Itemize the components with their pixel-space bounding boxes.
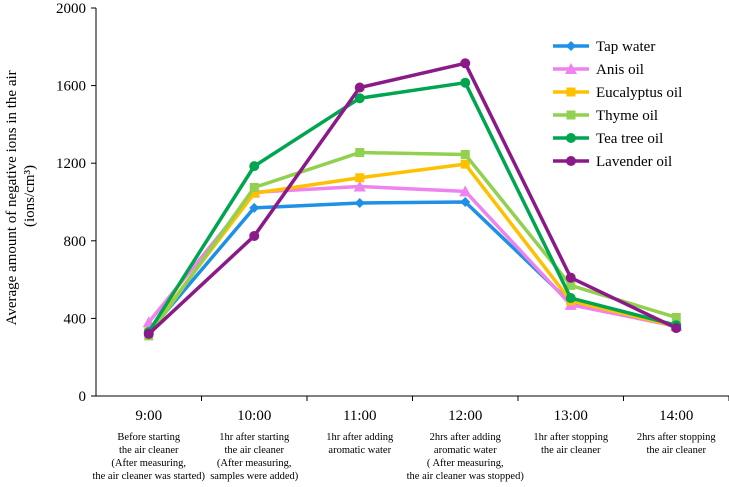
x-category-note-line: aromatic water (328, 445, 391, 456)
y-axis-label-line1: Average amount of negative ions in the a… (4, 70, 20, 325)
data-point (459, 185, 472, 197)
x-tick-label: 13:00 (554, 408, 588, 424)
x-category-note-line: 1hr after adding (326, 432, 394, 443)
y-axis-label: Average amount of negative ions in the a… (4, 67, 38, 326)
legend-swatch-marker (566, 110, 576, 120)
data-point (566, 280, 576, 290)
data-point (355, 148, 365, 158)
data-point (355, 173, 365, 183)
y-tick-label: 0 (79, 389, 87, 405)
data-point (249, 188, 259, 198)
series-group (142, 58, 683, 341)
legend-swatch-marker (566, 156, 576, 166)
x-category-note: 1hr after adding aromatic water (326, 432, 394, 456)
x-category-note: 1hr after stopping the air cleaner (533, 432, 608, 456)
x-category-note-line: 1hr after stopping (533, 432, 608, 443)
x-tick-label: 10:00 (237, 408, 271, 424)
x-tick-label: 14:00 (659, 408, 693, 424)
data-point (460, 149, 470, 159)
legend-entry: Anis oil (553, 62, 644, 78)
x-tick-labels: 9:00 10:00 11:00 12:00 13:00 14:00 (135, 408, 693, 424)
legend-swatch-marker (566, 41, 576, 51)
x-category-note-line: samples were added) (210, 471, 299, 482)
legend-label: Tap water (596, 39, 655, 55)
data-point (460, 77, 471, 88)
data-point (249, 202, 260, 213)
y-tick-label: 1600 (56, 79, 86, 95)
data-point (354, 82, 365, 93)
y-tick-labels: 0 400 800 1200 1600 2000 (56, 1, 86, 405)
data-point (460, 159, 470, 169)
data-point (353, 180, 366, 192)
legend-swatch-marker (566, 87, 576, 97)
series-line (147, 162, 677, 334)
legend-label: Thyme oil (596, 108, 658, 124)
x-category-notes: Before starting the air cleaner (After mea… (92, 432, 716, 482)
x-category-note-line: the air cleaner (225, 445, 285, 456)
x-category-note-line: 2hrs after stopping (637, 432, 716, 443)
y-tick-label: 1200 (56, 156, 86, 172)
x-category-note: 2hrs after stopping the air cleaner (637, 432, 716, 456)
data-point (354, 197, 365, 208)
x-tick-label: 11:00 (343, 408, 377, 424)
legend-entry: Tap water (553, 39, 655, 55)
series-line (147, 61, 678, 336)
legend-label: Tea tree oil (596, 131, 663, 147)
x-category-note: Before starting the air cleaner (After mea… (92, 432, 205, 482)
x-category-note-line: (After measuring, (111, 458, 186, 469)
legend-swatch-marker (566, 133, 576, 143)
x-category-note-line: ( After measuring, (427, 458, 504, 469)
legend: Tap water Anis oil Eucalyptus oil Thyme oil… (553, 39, 682, 170)
data-point (671, 323, 682, 334)
data-point (565, 272, 576, 283)
x-category-note-line: the air cleaner was stopped) (407, 471, 525, 482)
axes (91, 7, 729, 401)
y-tick-label: 400 (64, 311, 87, 327)
data-point (460, 58, 471, 69)
x-category-note-line: Before starting (117, 432, 180, 443)
x-category-note-line: the air cleaner (541, 445, 601, 456)
x-category-note: 2hrs after adding aromatic water ( After m… (407, 432, 525, 482)
data-point (249, 161, 260, 172)
x-category-note-line: the air cleaner was started) (92, 471, 205, 482)
series-lavender-oil (143, 58, 682, 339)
data-point (460, 197, 471, 207)
y-tick-label: 2000 (56, 1, 86, 17)
x-category-note-line: (After measuring, (217, 458, 292, 469)
x-category-note-line: the air cleaner (647, 445, 707, 456)
series-line (147, 200, 677, 334)
y-axis-label-line2: (ions/cm³) (22, 165, 38, 227)
x-category-note-line: aromatic water (434, 445, 497, 456)
series-line (147, 150, 677, 337)
series-line (147, 80, 677, 333)
legend-entry: Lavender oil (553, 154, 672, 170)
legend-entry: Thyme oil (553, 108, 658, 124)
legend-label: Eucalyptus oil (596, 85, 682, 101)
x-category-note: 1hr after starting the air cleaner (After … (210, 432, 299, 482)
legend-swatch-marker (565, 63, 577, 74)
x-category-note-line: 1hr after starting (219, 432, 290, 443)
y-tick-label: 800 (64, 234, 87, 250)
data-point (671, 312, 681, 322)
legend-label: Anis oil (596, 62, 644, 78)
legend-entry: Eucalyptus oil (553, 85, 682, 101)
x-category-note-line: the air cleaner (119, 445, 179, 456)
x-tick-label: 12:00 (448, 408, 482, 424)
data-point (249, 230, 260, 241)
data-point (354, 93, 365, 104)
data-point (143, 328, 154, 339)
data-point (249, 182, 259, 192)
x-category-note-line: 2hrs after adding (430, 432, 502, 443)
legend-label: Lavender oil (596, 154, 672, 170)
data-point (565, 293, 576, 304)
x-tick-label: 9:00 (135, 408, 162, 424)
legend-entry: Tea tree oil (553, 131, 663, 147)
series-tap-water (143, 197, 682, 337)
